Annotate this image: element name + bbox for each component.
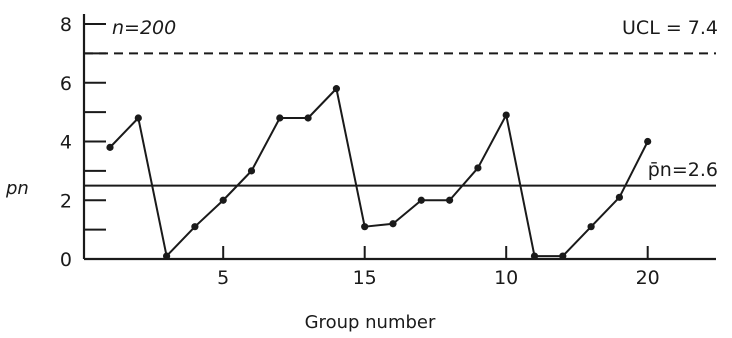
- data-series: [106, 85, 652, 260]
- y-tick-label: 0: [60, 249, 72, 271]
- data-point: [502, 111, 510, 119]
- data-point: [615, 193, 624, 201]
- data-point: [163, 252, 171, 260]
- data-point: [276, 114, 284, 122]
- data-point: [474, 164, 482, 172]
- sample-size-label: n=200: [112, 17, 176, 39]
- data-point: [134, 114, 142, 122]
- x-tick-label: 15: [353, 267, 377, 289]
- x-axis-label: Group number: [305, 312, 436, 333]
- data-point: [446, 196, 454, 204]
- series-line: [109, 87, 649, 258]
- control-lines: [84, 52, 716, 187]
- x-tick-label: 10: [494, 267, 518, 289]
- data-point: [219, 196, 227, 204]
- data-point: [530, 252, 539, 260]
- ucl-label: UCL = 7.4: [622, 17, 718, 39]
- center-line-label: p̄n=2.6: [648, 159, 718, 181]
- data-point: [361, 223, 369, 231]
- data-point: [332, 85, 340, 93]
- chart-axes: 0 2 4 6 8 5 15 10 20: [60, 14, 716, 289]
- data-point: [559, 252, 567, 260]
- data-point: [587, 223, 595, 231]
- data-point: [247, 167, 256, 175]
- x-tick-label: 5: [217, 267, 229, 289]
- data-point: [417, 196, 425, 204]
- y-tick-label: 2: [60, 190, 72, 212]
- data-point: [304, 114, 312, 122]
- y-axis-label: pn: [5, 178, 29, 199]
- data-point: [191, 223, 199, 231]
- chart-labels: n=200 UCL = 7.4 p̄n=2.6 pn Group number: [5, 17, 718, 333]
- y-tick-label: 4: [60, 132, 72, 154]
- y-tick-label: 8: [60, 14, 72, 36]
- data-point: [106, 143, 114, 151]
- data-point: [389, 220, 397, 228]
- data-point: [644, 137, 652, 146]
- y-tick-label: 6: [60, 73, 72, 95]
- x-tick-label: 20: [636, 267, 660, 289]
